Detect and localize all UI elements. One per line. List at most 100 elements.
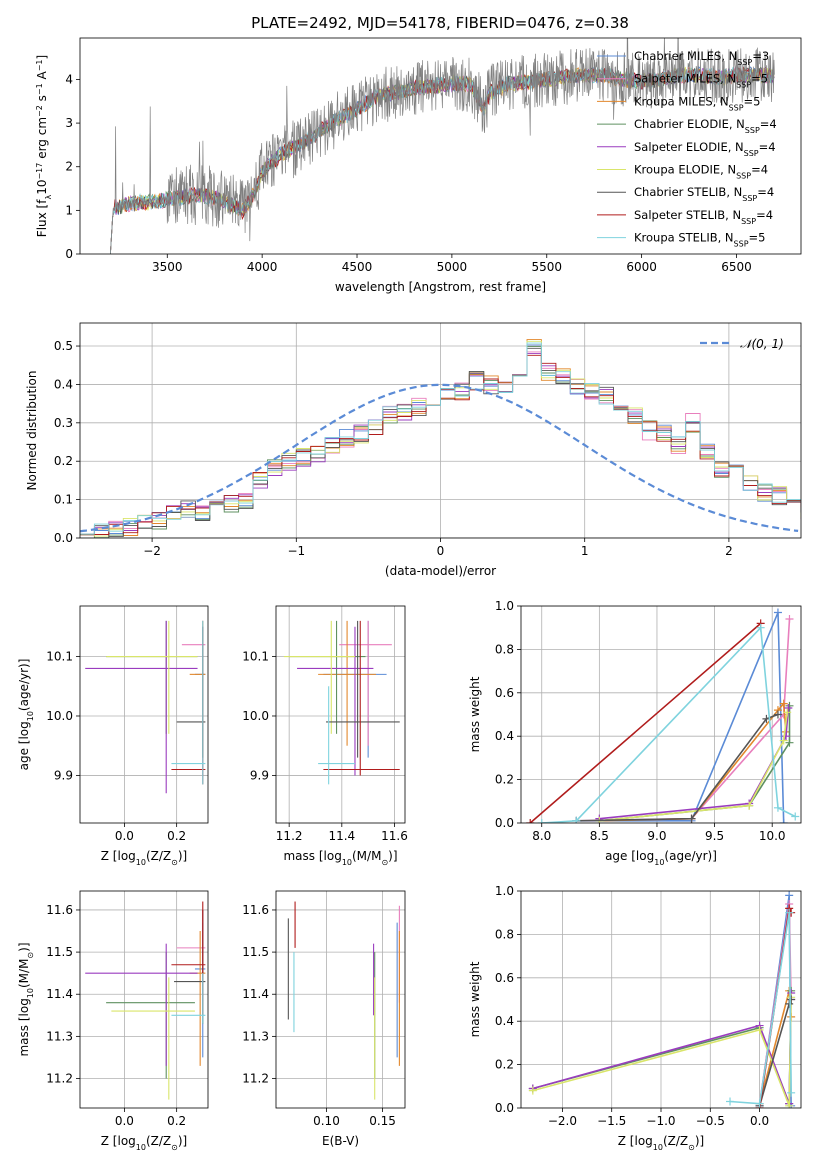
x-tick-label: 4500 [342,260,373,274]
legend-item: Kroupa MILES, NSSP=5 [597,94,760,112]
spectrum-panel: 3500 4000 4500 5000 5500 6000 6500 0 1 2 3 4 wavelen… [35,37,802,294]
mass-weight-series [537,623,800,823]
mass-weight-series [528,986,796,1108]
legend-label: Chabrier MILES, NSSP=3 [634,49,769,67]
data-point-marker [791,812,800,821]
x-tick-label: 4000 [247,260,278,274]
legend-item: Salpeter STELIB, NSSP=4 [597,208,773,225]
legend-item: Salpeter ELODIE, NSSP=4 [597,140,776,158]
series-line [729,912,792,1105]
x-axis-label: E(B-V) [322,1134,359,1148]
legend-label: Chabrier ELODIE, NSSP=4 [634,117,777,135]
mass-weight-series [528,988,796,1108]
mass-weight-series [572,615,794,823]
x-tick-label: 0.0 [115,829,134,843]
y-tick-label: 0.2 [495,773,514,787]
mass-weight-series [528,993,796,1108]
observed-spectrum-line [110,38,775,254]
plot-area [521,606,801,823]
data-point-marker [773,608,782,617]
data-point-marker [783,708,792,717]
errorbar-point [85,620,198,794]
y-tick-label: 0.6 [495,971,514,985]
x-tick-label: 0.15 [369,1114,396,1128]
data-point-marker [537,819,546,823]
residual-distribution-panel: −2 −1 0 1 2 0.0 0.1 0.2 0.3 0.4 0.5 (data-model)/er… [25,322,802,578]
series-line [529,622,762,823]
y-axis-label: mass weight [468,961,482,1037]
data-point-marker [782,732,791,741]
y-tick-label: 0.0 [495,816,514,830]
data-point-marker [779,699,788,708]
x-tick-label: −0.5 [696,1114,725,1128]
x-tick-label: 0.10 [313,1114,340,1128]
data-point-marker [785,615,794,624]
data-point-marker [687,814,696,823]
series-line [599,712,788,822]
legend-label: Kroupa MILES, NSSP=5 [634,94,760,112]
mass-vs-ebv-panel: 0.10 0.15 11.2 11.3 11.4 11.5 11.6 E(B-V) [242,890,406,1148]
errorbar-point [171,973,206,1024]
legend-item: Chabrier MILES, NSSP=3 [597,49,769,67]
legend-label: Kroupa STELIB, NSSP=5 [634,231,765,249]
data-point-marker [528,1086,537,1095]
axes-frame [275,890,406,1109]
data-point-marker [787,1088,796,1097]
y-tick-label: 0.8 [495,642,514,656]
x-tick-label: 11.2 [276,829,303,843]
x-tick-label: 8.0 [532,829,551,843]
y-tick-label: 10.0 [242,709,269,723]
errorbar-point [176,909,206,1003]
errorbar-point [106,620,198,734]
data-point-marker [526,819,535,823]
errorbar-point [181,620,206,776]
x-tick-label: 8.5 [590,829,609,843]
data-point-marker [779,819,788,823]
errorbar-point [326,620,400,758]
legend-label: Salpeter ELODIE, NSSP=4 [634,140,776,158]
errorbar-point [171,620,206,785]
x-tick-label: 6000 [626,260,657,274]
y-tick-label: 1.0 [495,884,514,898]
y-tick-label: 11.3 [242,1029,269,1043]
axes-frame [79,37,802,255]
errorbar-point [85,943,198,1066]
x-tick-label: 5000 [437,260,468,274]
x-tick-label: 6500 [721,260,752,274]
errorbar-point [283,620,355,734]
y-tick-label: 9.9 [250,768,269,782]
x-axis-label: wavelength [Angstrom, rest frame] [335,280,546,294]
axes-frame [79,605,209,824]
plot-area [80,891,208,1108]
mass-weight-series [572,710,782,823]
errorbar-point [297,626,374,776]
mass-weight-vs-age-panel: 8.0 8.5 9.0 9.5 10.0 0.0 0.2 0.4 0.6 0.8 1.0 age [l… [468,599,802,867]
errorbar-point [176,626,206,758]
y-tick-label: 0.4 [495,1014,514,1028]
x-axis-label: (data-model)/error [385,564,496,578]
plot-area [521,891,801,1108]
x-tick-label: 0.2 [167,829,186,843]
x-tick-label: 9.5 [705,829,724,843]
legend-label: Kroupa ELODIE, NSSP=4 [634,163,768,181]
y-tick-label: 10.1 [46,650,73,664]
x-tick-label: 9.0 [647,829,666,843]
x-tick-label: 0.0 [115,1114,134,1128]
y-tick-label: 0.3 [54,416,73,430]
series-line [599,701,787,822]
y-tick-label: 4 [65,72,73,86]
errorbar-point [318,620,377,746]
plot-area [276,606,405,823]
residual-histogram [80,351,801,538]
errorbar-point [106,620,198,734]
series-line [532,990,792,1104]
y-tick-label: 10.1 [242,650,269,664]
figure-title: PLATE=2492, MJD=54178, FIBERID=0476, z=0… [251,14,629,32]
axes-frame [79,322,802,539]
mass-weight-vs-metallicity-panel: −2.0 −1.5 −1.0 −0.5 0.0 0.0 0.2 0.4 0.6 0.8 1.0 Z [… [468,884,802,1152]
data-point-marker [755,1025,764,1034]
series-line [599,707,790,820]
x-axis-label: Z [log10(Z/Z⊙)] [101,849,187,867]
y-tick-label: 0.8 [495,927,514,941]
